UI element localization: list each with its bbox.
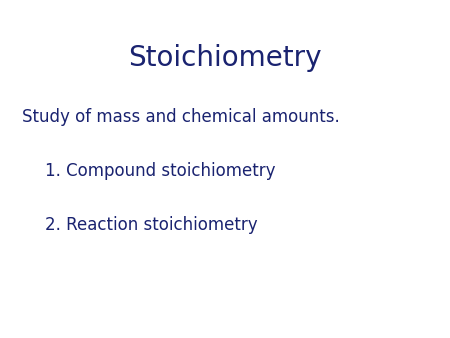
- Text: Study of mass and chemical amounts.: Study of mass and chemical amounts.: [22, 108, 340, 126]
- Text: 1. Compound stoichiometry: 1. Compound stoichiometry: [45, 162, 275, 180]
- Text: Stoichiometry: Stoichiometry: [128, 44, 322, 72]
- Text: 2. Reaction stoichiometry: 2. Reaction stoichiometry: [45, 216, 257, 234]
